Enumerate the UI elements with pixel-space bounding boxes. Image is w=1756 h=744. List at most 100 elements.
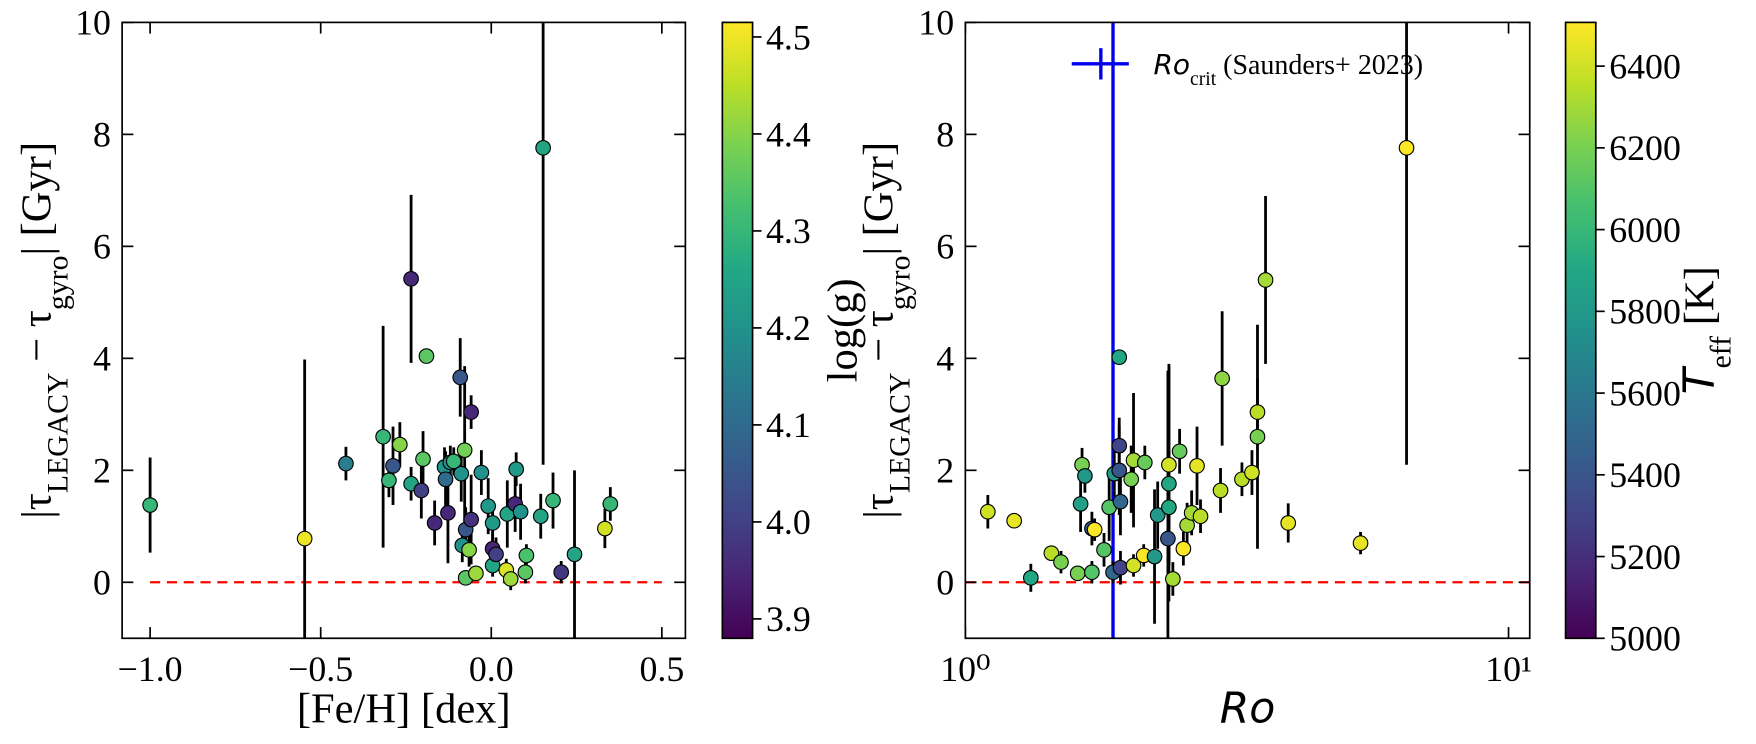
point xyxy=(1161,475,1177,492)
point xyxy=(1111,437,1128,454)
point xyxy=(1111,349,1128,366)
point xyxy=(517,564,534,581)
point xyxy=(1161,499,1177,516)
point xyxy=(535,139,551,156)
point xyxy=(1149,507,1166,523)
point xyxy=(512,503,529,520)
plot-area xyxy=(965,22,1530,639)
axes-frame xyxy=(964,21,1531,640)
y-tick-label: 2 xyxy=(93,451,111,491)
label-part: eff xyxy=(1704,336,1737,369)
point xyxy=(1192,508,1209,525)
colorbar-tick-label: 5400 xyxy=(1609,455,1681,495)
point xyxy=(1006,512,1023,529)
y-tick-label: 10 xyxy=(75,3,111,43)
point xyxy=(1072,496,1089,512)
y-tick-label: 10 xyxy=(918,3,954,43)
point xyxy=(1077,468,1093,484)
colorbar-tick-label: 4.0 xyxy=(766,502,811,542)
x-tick-label: −0.5 xyxy=(288,649,353,689)
point xyxy=(453,465,470,482)
label-part: gyro xyxy=(883,256,916,311)
point xyxy=(1189,458,1205,474)
point xyxy=(602,496,619,512)
x-tick-label: 10¹ xyxy=(1485,649,1532,689)
point xyxy=(456,442,473,459)
label-part: Ro xyxy=(1220,684,1276,733)
point xyxy=(1257,272,1274,288)
axes-frame xyxy=(121,21,687,640)
point xyxy=(532,508,549,525)
label-part: Ro xyxy=(1153,48,1190,81)
point xyxy=(1112,559,1129,576)
colorbar xyxy=(721,21,754,640)
label-part: LEGACY xyxy=(883,372,916,493)
colorbar-tick-label: 4.4 xyxy=(766,114,811,154)
label-part: log(g) xyxy=(820,278,867,382)
point xyxy=(1096,541,1112,558)
point xyxy=(1146,548,1163,565)
colorbar-tick-label: 4.5 xyxy=(766,17,811,57)
colorbar-tick-label: 4.3 xyxy=(766,211,811,251)
point xyxy=(979,503,996,520)
x-axis-label: [Fe/H] [dex] xyxy=(297,685,511,732)
point xyxy=(1352,535,1369,551)
point xyxy=(296,530,313,547)
y-tick-label: 6 xyxy=(93,227,111,267)
y-tick-label: 8 xyxy=(936,115,954,155)
colorbar-tick-label: 5600 xyxy=(1609,373,1681,413)
point xyxy=(440,505,456,521)
point xyxy=(468,565,484,582)
colorbar-tick-label: 4.1 xyxy=(766,405,811,445)
point xyxy=(1125,557,1142,574)
label-part: T xyxy=(1675,365,1724,394)
point xyxy=(553,564,570,581)
point xyxy=(484,515,501,531)
point xyxy=(413,482,430,499)
point xyxy=(1086,521,1103,538)
point xyxy=(391,436,408,453)
y-tick-label: 0 xyxy=(936,563,954,603)
colorbar-label: log(g) xyxy=(820,278,867,382)
colorbar-tick-label: 6000 xyxy=(1609,210,1681,250)
label-part: |τ xyxy=(856,493,903,519)
point xyxy=(381,472,397,489)
point xyxy=(1112,493,1129,510)
label-part: [Fe/H] [dex] xyxy=(297,685,511,732)
point xyxy=(1161,456,1177,473)
point xyxy=(1165,571,1181,587)
point xyxy=(1175,540,1192,557)
legend-label: Rocrit (Saunders+ 2023) xyxy=(1153,48,1423,89)
point xyxy=(461,541,477,558)
colorbar-tick-label: 6400 xyxy=(1609,46,1681,86)
point xyxy=(1023,569,1039,586)
point xyxy=(445,453,462,470)
point xyxy=(518,547,535,564)
point xyxy=(597,520,613,537)
point xyxy=(508,461,525,478)
y-tick-label: 4 xyxy=(93,339,111,379)
point xyxy=(426,515,443,531)
y-axis-label: |τLEGACY − τgyro| [Gyr] xyxy=(856,142,917,519)
point xyxy=(1043,545,1060,562)
point xyxy=(418,348,435,364)
x-axis-label: Ro xyxy=(1220,684,1276,733)
label-part: |τ xyxy=(13,493,60,519)
point xyxy=(566,546,583,563)
colorbar-tick-label: 5000 xyxy=(1609,619,1681,659)
y-tick-label: 0 xyxy=(93,563,111,603)
point xyxy=(488,546,504,563)
point xyxy=(385,458,401,474)
point xyxy=(502,571,519,587)
label-part: gyro xyxy=(41,256,74,311)
colorbar-tick-label: 6200 xyxy=(1609,128,1681,168)
label-part: | [Gyr] xyxy=(856,142,903,256)
label-part: − τ xyxy=(13,310,60,372)
point xyxy=(415,451,431,467)
label-part: − τ xyxy=(856,310,903,372)
point xyxy=(437,471,454,488)
point xyxy=(1069,565,1086,582)
x-tick-label: −1.0 xyxy=(118,649,183,689)
